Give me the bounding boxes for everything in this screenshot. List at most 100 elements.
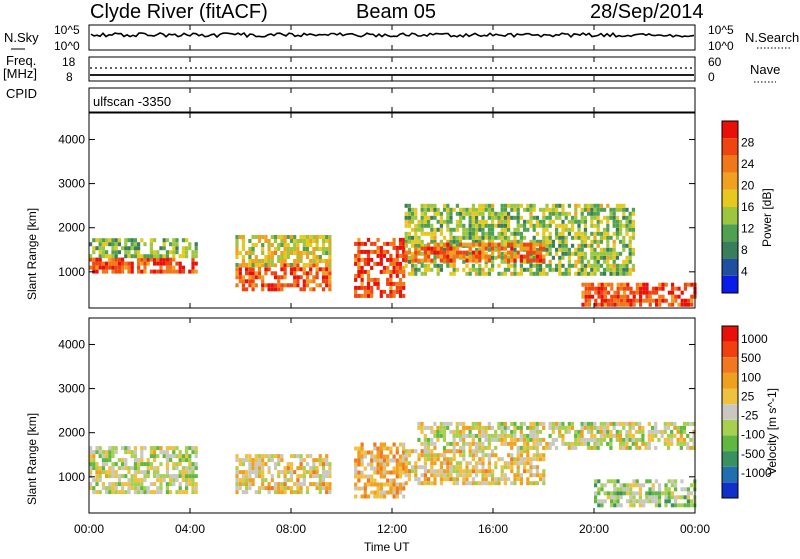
range-cell xyxy=(596,437,600,442)
range-cell xyxy=(564,227,568,232)
range-cell xyxy=(392,454,396,459)
range-cell xyxy=(491,203,495,208)
range-cell xyxy=(395,458,399,463)
range-cell xyxy=(133,446,137,451)
range-cell xyxy=(529,207,533,212)
range-cell xyxy=(277,486,281,491)
range-cell xyxy=(687,302,691,307)
range-cell xyxy=(664,503,668,508)
range-cell xyxy=(478,207,482,212)
range-cell xyxy=(631,227,635,232)
range-cell xyxy=(376,454,380,459)
range-cell xyxy=(124,250,128,255)
range-cell xyxy=(417,421,421,426)
range-cell xyxy=(602,429,607,434)
range-cell xyxy=(674,483,678,488)
range-cell xyxy=(574,231,578,236)
range-cell xyxy=(500,425,504,430)
range-cell xyxy=(389,450,393,455)
range-cell xyxy=(519,429,523,434)
range-cell xyxy=(481,453,485,458)
range-cell xyxy=(558,247,562,252)
range-cell xyxy=(149,238,153,243)
range-cell xyxy=(366,482,371,487)
range-cell xyxy=(583,421,587,426)
range-cell xyxy=(235,482,239,487)
range-cell xyxy=(363,450,367,455)
range-cell xyxy=(427,254,431,259)
range-cell xyxy=(328,267,332,272)
power-ylabel: Slant Range [km] xyxy=(25,208,39,300)
range-cell xyxy=(153,458,157,463)
range-cell xyxy=(261,283,265,288)
range-cell xyxy=(194,490,198,495)
range-cell xyxy=(497,271,501,276)
range-cell xyxy=(289,474,294,479)
range-cell xyxy=(654,425,658,430)
range-cell xyxy=(321,470,326,475)
range-cell xyxy=(257,275,262,280)
range-cell xyxy=(153,254,157,259)
range-cell xyxy=(468,251,472,256)
range-cell xyxy=(411,243,415,248)
range-cell xyxy=(254,466,258,471)
range-cell xyxy=(354,494,358,499)
range-cell xyxy=(523,449,527,454)
range-cell xyxy=(312,470,316,475)
range-cell xyxy=(619,239,623,244)
range-cell xyxy=(500,457,504,462)
range-cell xyxy=(111,474,115,479)
range-cell xyxy=(491,246,495,251)
range-cell xyxy=(373,446,377,451)
range-cell xyxy=(423,465,427,470)
range-cell xyxy=(449,449,453,454)
range-cell xyxy=(305,243,310,247)
range-cell xyxy=(296,454,300,459)
range-cell xyxy=(420,239,424,244)
range-cell xyxy=(117,490,121,495)
range-cell xyxy=(623,290,627,295)
range-cell xyxy=(542,231,546,236)
range-cell xyxy=(519,433,523,438)
range-cell xyxy=(516,469,520,474)
colorbar-step xyxy=(722,482,738,498)
range-cell xyxy=(622,437,626,442)
range-cell xyxy=(459,473,463,478)
range-cell xyxy=(360,265,364,270)
range-cell xyxy=(98,490,102,495)
range-cell xyxy=(124,450,128,455)
range-cell xyxy=(245,458,249,463)
range-cell xyxy=(500,255,504,260)
range-cell xyxy=(523,461,527,466)
freq-label-1: Freq. xyxy=(6,53,36,68)
range-cell xyxy=(382,253,387,258)
range-cell xyxy=(436,246,440,251)
range-cell xyxy=(114,490,118,495)
range-cell xyxy=(497,425,501,430)
range-cell xyxy=(270,283,274,288)
range-cell xyxy=(248,259,252,263)
range-cell xyxy=(325,482,329,487)
range-cell xyxy=(487,461,491,466)
range-cell xyxy=(529,429,533,434)
range-cell xyxy=(373,470,377,475)
range-cell xyxy=(159,254,163,259)
range-cell xyxy=(101,458,105,463)
range-cell xyxy=(414,235,418,240)
range-cell xyxy=(312,247,316,251)
range-cell xyxy=(683,286,687,291)
range-cell xyxy=(529,461,533,466)
range-cell xyxy=(471,219,475,224)
range-cell xyxy=(446,473,450,478)
colorbar-step xyxy=(722,275,738,293)
range-cell xyxy=(181,238,185,243)
range-cell xyxy=(580,433,584,438)
range-cell xyxy=(593,239,597,244)
range-cell xyxy=(404,231,408,236)
range-cell xyxy=(159,257,163,262)
range-cell xyxy=(628,239,632,244)
range-cell xyxy=(590,425,594,430)
range-cell xyxy=(545,235,549,240)
range-cell xyxy=(101,246,105,251)
range-cell xyxy=(251,251,255,255)
